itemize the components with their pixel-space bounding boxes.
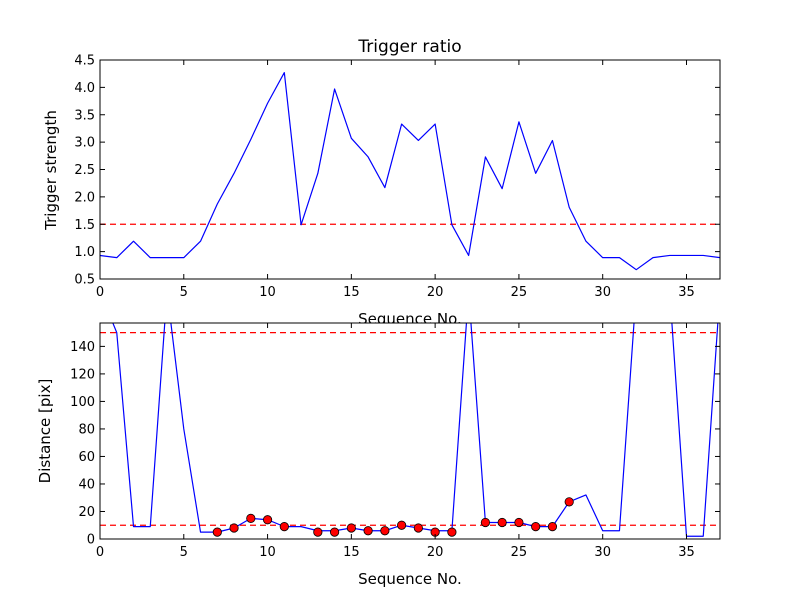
- bot-marker-point: [279, 522, 289, 532]
- bot-x-tick-label: 30: [594, 545, 611, 560]
- bottom-series-group: [112, 323, 719, 537]
- bot-y-tick-label: 40: [78, 477, 95, 492]
- top-axis-ticks: 0 5 10 15 20 25 30 35 0.5 1.0 1.5 2.0 2.5 3.0 3.5 4.0 4.…: [74, 54, 720, 300]
- bot-marker-point: [564, 497, 574, 507]
- top-y-tick-label: 2.5: [74, 163, 95, 178]
- bot-y-tick-label: 60: [78, 450, 95, 465]
- bottom-plot-frame: [99, 322, 721, 540]
- top-x-tick-label: 25: [511, 285, 528, 300]
- bot-marker-point: [380, 526, 390, 536]
- bot-x-tick-label: 20: [427, 545, 444, 560]
- bot-x-tick-label: 15: [343, 545, 360, 560]
- top-series-line-0: [100, 71, 720, 271]
- bottom-plot-area: [100, 323, 720, 539]
- bottom-y-axis-label: Distance [pix]: [36, 379, 54, 484]
- bot-marker-point: [363, 526, 373, 536]
- bot-y-tick-label: 0: [87, 533, 95, 548]
- bot-marker-point: [514, 517, 524, 528]
- bot-marker-point: [447, 527, 457, 537]
- bot-marker-point: [329, 527, 340, 537]
- bot-series-line-0: [112, 323, 719, 537]
- top-y-tick-label: 3.0: [74, 136, 95, 151]
- top-x-tick-label: 30: [594, 285, 611, 300]
- top-x-tick-label: 35: [678, 285, 695, 300]
- bottom-reference-lines: [100, 332, 720, 526]
- bot-x-tick-label: 25: [511, 545, 528, 560]
- bot-y-tick-label: 100: [70, 395, 95, 410]
- bottom-axis-ticks: 0 5 10 15 20 25 30 35 0 20 40 60 80 100 120 140: [70, 323, 720, 560]
- bot-marker-point: [397, 520, 407, 530]
- top-y-tick-label: 1.5: [74, 218, 95, 233]
- bot-marker-point: [212, 527, 222, 537]
- bot-marker-point: [262, 515, 273, 525]
- bot-marker-point: [229, 523, 239, 533]
- top-plot-area: [100, 60, 720, 279]
- bot-marker-point: [313, 527, 323, 537]
- bot-x-tick-label: 35: [678, 545, 695, 560]
- bot-x-tick-label: 0: [96, 545, 104, 560]
- bot-marker-point: [413, 523, 423, 533]
- top-x-tick-label: 10: [259, 285, 276, 300]
- bot-marker-point: [246, 513, 256, 523]
- top-x-tick-label: 0: [96, 285, 104, 300]
- bottom-x-axis-label: Sequence No.: [358, 570, 462, 588]
- top-y-tick-label: 1.0: [74, 245, 95, 260]
- top-y-tick-label: 4.5: [74, 54, 95, 69]
- top-y-tick-label: 2.0: [74, 190, 95, 205]
- bot-marker-point: [547, 522, 558, 532]
- top-x-tick-label: 15: [343, 285, 360, 300]
- bottom-panel: 0 5 10 15 20 25 30 35 0 20 40 60 80 100 120 140 Sequenc…: [36, 322, 721, 588]
- bot-marker-point: [497, 517, 507, 528]
- bot-y-tick-label: 80: [78, 422, 95, 437]
- top-x-tick-label: 5: [180, 285, 188, 300]
- bot-y-tick-label: 140: [70, 340, 95, 355]
- bot-y-tick-label: 20: [78, 505, 95, 520]
- top-series-group: [100, 71, 720, 271]
- bot-x-tick-label: 5: [180, 545, 188, 560]
- top-y-tick-label: 4.0: [74, 81, 95, 96]
- top-x-tick-label: 20: [427, 285, 444, 300]
- bot-marker-point: [480, 517, 491, 528]
- top-chart-title: Trigger ratio: [357, 37, 461, 57]
- top-y-tick-label: 3.5: [74, 108, 95, 123]
- bot-marker-point: [346, 523, 356, 533]
- bot-x-tick-label: 10: [259, 545, 276, 560]
- top-y-axis-label: Trigger strength: [42, 110, 60, 231]
- bot-marker-point: [531, 522, 541, 532]
- top-panel: Trigger ratio 0 5 10 15 20 25 30 35 0.5 1.0 1.5 2.0…: [42, 37, 721, 328]
- top-y-tick-label: 0.5: [74, 273, 95, 288]
- bot-y-tick-label: 120: [70, 367, 95, 382]
